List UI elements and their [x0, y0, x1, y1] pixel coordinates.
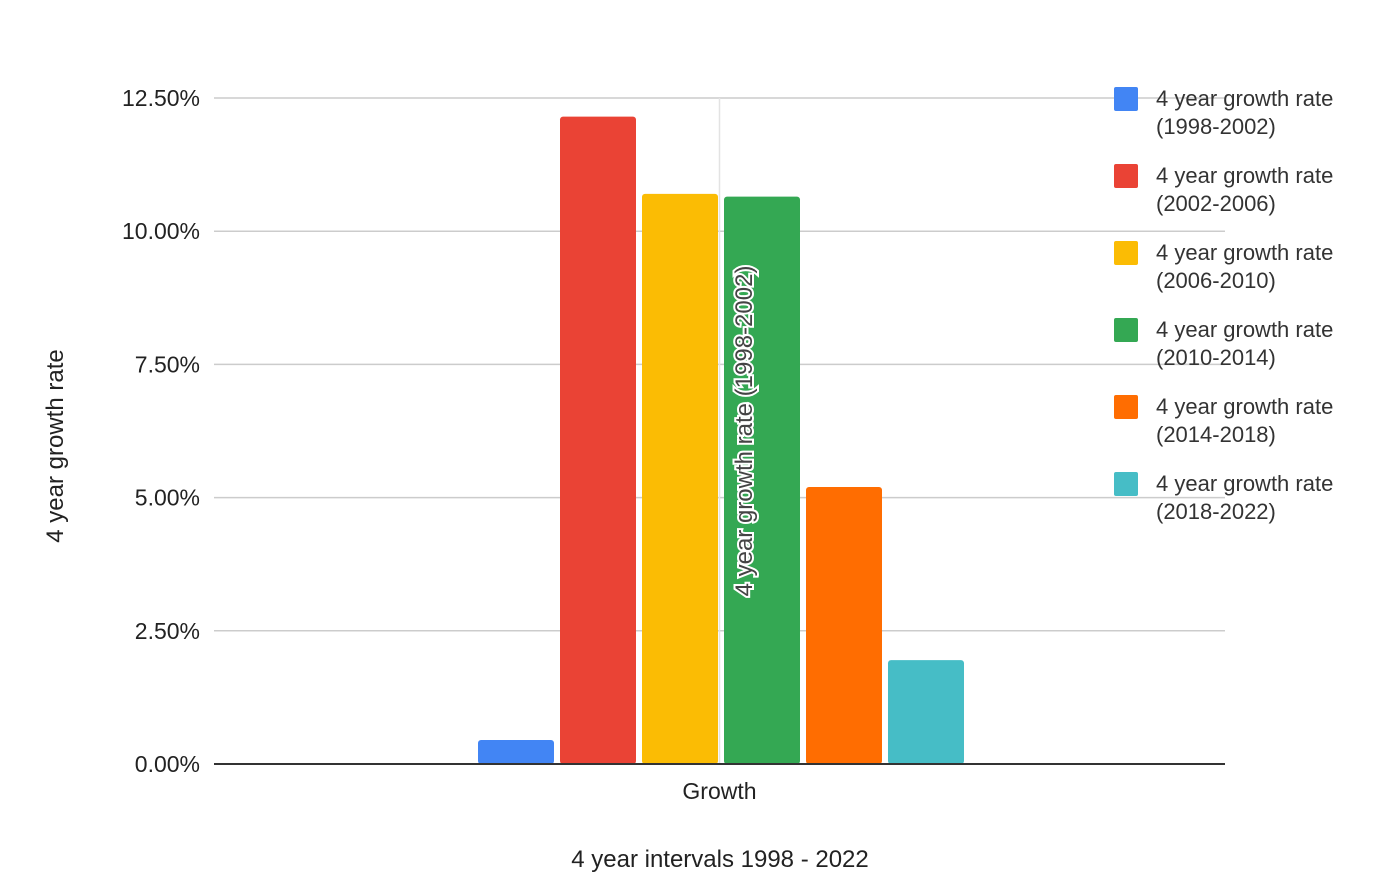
bars	[478, 116, 964, 765]
legend-swatch-6	[1114, 472, 1138, 496]
y-tick-label: 10.00%	[122, 218, 200, 244]
legend-swatch-3	[1114, 241, 1138, 265]
gridlines	[214, 97, 1225, 764]
legend-label: 4 year growth rate	[1156, 317, 1333, 342]
legend-label: 4 year growth rate	[1156, 86, 1333, 111]
bar-annotation: 4 year growth rate (1998-2002)	[731, 266, 758, 597]
bar-1	[478, 740, 554, 764]
legend-label: (2010-2014)	[1156, 345, 1276, 370]
y-tick-label: 5.00%	[135, 485, 200, 511]
bar-6	[888, 660, 964, 764]
legend: 4 year growth rate (1998-2002) 4 year grow…	[1114, 86, 1333, 524]
legend-swatch-4	[1114, 318, 1138, 342]
y-tick-label: 12.50%	[122, 85, 200, 111]
legend-label: (2006-2010)	[1156, 268, 1276, 293]
bar-4	[724, 196, 800, 764]
legend-label: 4 year growth rate	[1156, 471, 1333, 496]
legend-label: 4 year growth rate	[1156, 163, 1333, 188]
bar-2	[560, 116, 636, 764]
legend-label: (2014-2018)	[1156, 422, 1276, 447]
y-tick-label: 0.00%	[135, 751, 200, 777]
x-axis-title: 4 year intervals 1998 - 2022	[571, 846, 869, 873]
legend-label: (2018-2022)	[1156, 499, 1276, 524]
legend-swatch-1	[1114, 87, 1138, 111]
y-tick-label: 2.50%	[135, 618, 200, 644]
bar-5	[806, 486, 882, 764]
x-axis-ticks: Growth	[682, 778, 756, 804]
legend-label: 4 year growth rate	[1156, 394, 1333, 419]
y-axis-ticks: 0.00% 2.50% 5.00% 7.50% 10.00% 12.50%	[122, 85, 200, 777]
legend-swatch-2	[1114, 164, 1138, 188]
bar-3	[642, 193, 718, 765]
legend-label: (1998-2002)	[1156, 114, 1276, 139]
y-tick-label: 7.50%	[135, 351, 200, 377]
legend-label: 4 year growth rate	[1156, 240, 1333, 265]
legend-label: (2002-2006)	[1156, 191, 1276, 216]
x-tick-label: Growth	[682, 778, 756, 804]
y-axis-title: 4 year growth rate	[42, 349, 69, 542]
legend-swatch-5	[1114, 395, 1138, 419]
